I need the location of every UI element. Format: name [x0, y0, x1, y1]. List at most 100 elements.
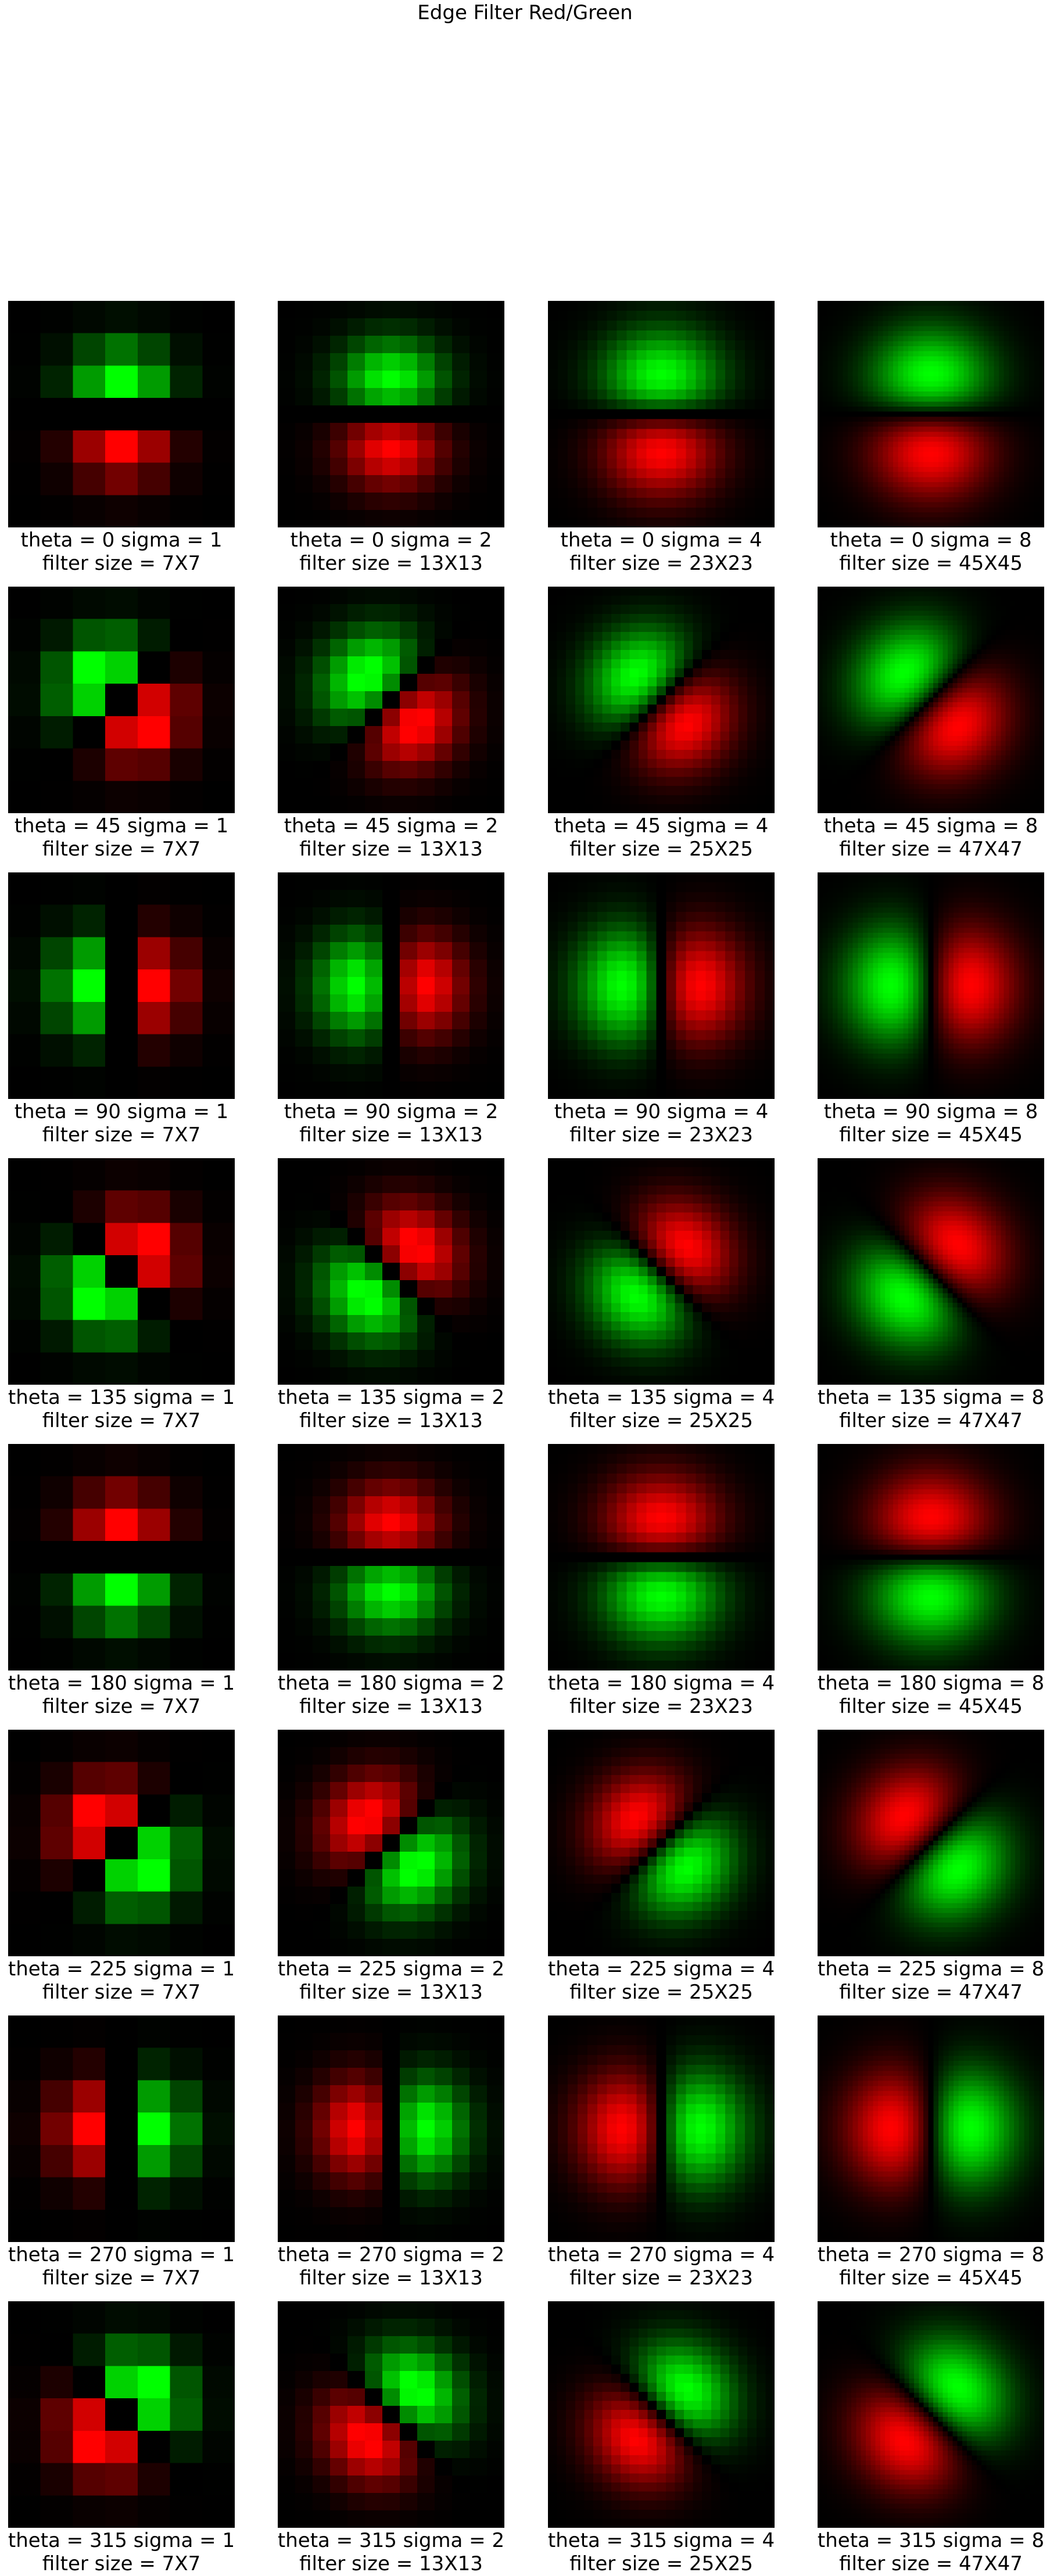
- panel-caption-params: theta = 135 sigma = 1: [8, 1386, 235, 1409]
- panel-caption-params: theta = 45 sigma = 1: [14, 814, 229, 838]
- filter-panel: [8, 587, 235, 813]
- panel-caption-size: filter size = 7X7: [42, 2552, 201, 2575]
- panel-caption-size: filter size = 47X47: [839, 2552, 1023, 2575]
- filter-image: [8, 1730, 235, 1956]
- panel-caption-params: theta = 0 sigma = 1: [20, 529, 223, 552]
- filter-panel: [278, 1158, 504, 1385]
- panel-caption-size: filter size = 7X7: [42, 1409, 201, 1432]
- filter-image: [818, 301, 1044, 527]
- filter-panel: [548, 1444, 775, 1670]
- panel-caption-params: theta = 45 sigma = 4: [554, 814, 769, 838]
- filter-image: [8, 2301, 235, 2528]
- filter-panel: [278, 2301, 504, 2528]
- panel-caption-params: theta = 135 sigma = 2: [277, 1386, 505, 1409]
- filter-image: [818, 1158, 1044, 1385]
- filter-panel: [818, 1444, 1044, 1670]
- filter-panel: [548, 872, 775, 1099]
- panel-caption-size: filter size = 13X13: [299, 2552, 483, 2575]
- panel-caption-size: filter size = 13X13: [299, 838, 483, 861]
- filter-panel: [8, 872, 235, 1099]
- panel-caption-size: filter size = 7X7: [42, 1123, 201, 1147]
- panel-caption-params: theta = 225 sigma = 8: [817, 1957, 1045, 1981]
- panel-caption-size: filter size = 47X47: [839, 838, 1023, 861]
- panel-caption-size: filter size = 13X13: [299, 2266, 483, 2290]
- filter-image: [278, 1730, 504, 1956]
- panel-caption-size: filter size = 7X7: [42, 838, 201, 861]
- panel-caption-params: theta = 180 sigma = 2: [277, 1672, 505, 1695]
- filter-image: [8, 2015, 235, 2242]
- panel-caption-size: filter size = 45X45: [839, 2266, 1023, 2290]
- panel-caption-size: filter size = 13X13: [299, 1981, 483, 2004]
- filter-panel: [8, 1158, 235, 1385]
- panel-caption-params: theta = 0 sigma = 2: [290, 529, 492, 552]
- panel-caption-params: theta = 45 sigma = 8: [823, 814, 1038, 838]
- panel-caption-size: filter size = 45X45: [839, 1123, 1023, 1147]
- figure-title: Edge Filter Red/Green: [417, 1, 633, 24]
- panel-caption-params: theta = 90 sigma = 1: [14, 1100, 229, 1123]
- filter-image: [548, 2015, 775, 2242]
- filter-panel: [818, 872, 1044, 1099]
- panel-caption-params: theta = 135 sigma = 4: [547, 1386, 775, 1409]
- panel-caption-size: filter size = 13X13: [299, 1409, 483, 1432]
- filter-panel: [548, 2301, 775, 2528]
- panel-caption-params: theta = 315 sigma = 1: [8, 2529, 235, 2552]
- filter-panel: [8, 2015, 235, 2242]
- panel-caption-params: theta = 225 sigma = 4: [547, 1957, 775, 1981]
- filter-image: [8, 301, 235, 527]
- filter-image: [818, 1444, 1044, 1670]
- filter-image: [8, 872, 235, 1099]
- filter-panel: [278, 1444, 504, 1670]
- panel-caption-size: filter size = 25X25: [569, 838, 753, 861]
- filter-image: [8, 587, 235, 813]
- panel-caption-size: filter size = 13X13: [299, 1123, 483, 1147]
- filter-panel: [818, 1730, 1044, 1956]
- filter-image: [548, 1730, 775, 1956]
- panel-caption-size: filter size = 25X25: [569, 1409, 753, 1432]
- panel-caption-size: filter size = 25X25: [569, 2552, 753, 2575]
- filter-panel: [8, 1444, 235, 1670]
- filter-image: [548, 1444, 775, 1670]
- filter-image: [818, 872, 1044, 1099]
- panel-caption-params: theta = 0 sigma = 8: [830, 529, 1032, 552]
- panel-caption-size: filter size = 7X7: [42, 1695, 201, 1718]
- panel-caption-params: theta = 270 sigma = 8: [817, 2243, 1045, 2266]
- filter-panel: [818, 301, 1044, 527]
- panel-caption-size: filter size = 47X47: [839, 1981, 1023, 2004]
- filter-panel: [278, 872, 504, 1099]
- panel-caption-size: filter size = 47X47: [839, 1409, 1023, 1432]
- filter-image: [548, 301, 775, 527]
- filter-image: [8, 1158, 235, 1385]
- panel-caption-params: theta = 315 sigma = 4: [547, 2529, 775, 2552]
- filter-image: [818, 1730, 1044, 1956]
- filter-panel: [818, 2301, 1044, 2528]
- panel-caption-size: filter size = 13X13: [299, 552, 483, 575]
- panel-caption-params: theta = 180 sigma = 1: [8, 1672, 235, 1695]
- filter-panel: [278, 587, 504, 813]
- filter-panel: [548, 587, 775, 813]
- panel-caption-size: filter size = 23X23: [569, 2266, 753, 2290]
- filter-image: [8, 1444, 235, 1670]
- filter-image: [818, 2301, 1044, 2528]
- panel-caption-params: theta = 315 sigma = 2: [277, 2529, 505, 2552]
- panel-caption-params: theta = 180 sigma = 4: [547, 1672, 775, 1695]
- filter-panel: [818, 2015, 1044, 2242]
- filter-image: [278, 2301, 504, 2528]
- panel-caption-params: theta = 90 sigma = 8: [823, 1100, 1038, 1123]
- filter-panel: [278, 2015, 504, 2242]
- filter-image: [278, 301, 504, 527]
- panel-caption-size: filter size = 23X23: [569, 552, 753, 575]
- panel-caption-size: filter size = 13X13: [299, 1695, 483, 1718]
- panel-caption-size: filter size = 7X7: [42, 1981, 201, 2004]
- filter-image: [278, 587, 504, 813]
- filter-image: [548, 2301, 775, 2528]
- panel-caption-params: theta = 315 sigma = 8: [817, 2529, 1045, 2552]
- filter-panel: [548, 1158, 775, 1385]
- panel-caption-params: theta = 270 sigma = 1: [8, 2243, 235, 2266]
- filter-image: [278, 1158, 504, 1385]
- panel-caption-params: theta = 0 sigma = 4: [560, 529, 762, 552]
- panel-caption-params: theta = 135 sigma = 8: [817, 1386, 1045, 1409]
- panel-caption-size: filter size = 23X23: [569, 1695, 753, 1718]
- filter-panel: [8, 1730, 235, 1956]
- panel-caption-size: filter size = 45X45: [839, 552, 1023, 575]
